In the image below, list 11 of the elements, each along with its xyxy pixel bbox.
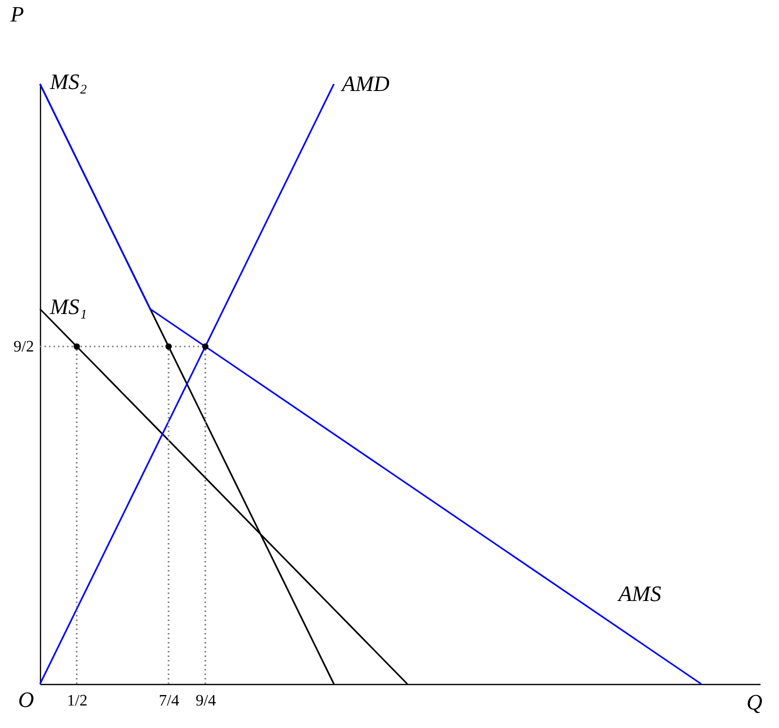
x-tick-label: 7/4: [158, 692, 180, 710]
series-label: AMS: [616, 581, 662, 606]
x-tick-label: 9/4: [196, 692, 216, 710]
series-label: MS₂: [49, 69, 88, 94]
x-axis-title: Q: [746, 690, 762, 714]
annotation: 9/2: [14, 338, 34, 356]
series-label: AMD: [340, 71, 390, 96]
series-label: MS₁: [49, 294, 87, 319]
x-tick-label: 1/2: [67, 692, 88, 710]
annotation: O: [18, 687, 34, 712]
y-axis-title: P: [10, 2, 24, 26]
